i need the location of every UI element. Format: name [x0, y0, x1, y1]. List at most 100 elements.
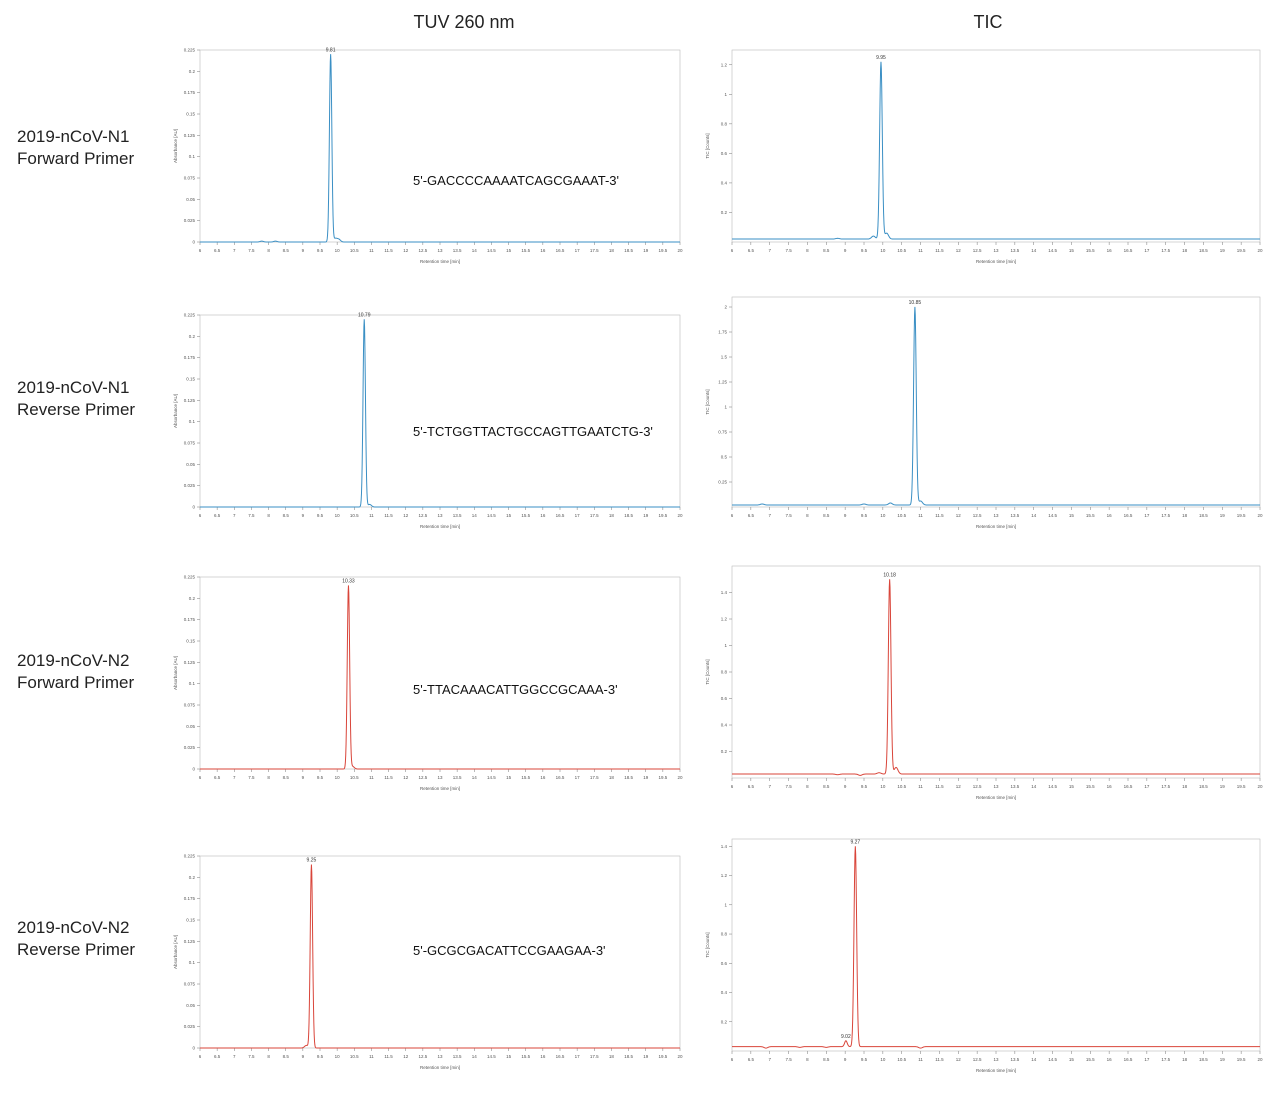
y-tick-label: 1.75 [718, 330, 727, 335]
x-tick-label: 13.5 [453, 775, 462, 780]
x-tick-label: 10.5 [350, 775, 359, 780]
y-tick-label: 0.2 [721, 749, 728, 754]
peak-label: 9.25 [307, 858, 317, 864]
x-tick-label: 7 [233, 1054, 236, 1059]
x-tick-label: 6.5 [748, 1057, 755, 1062]
x-tick-label: 15.5 [521, 775, 530, 780]
y-tick-label: 1.25 [718, 380, 727, 385]
y-tick-label: 0.125 [184, 398, 196, 403]
y-axis-label: Absorbance [AU] [173, 394, 178, 428]
x-tick-label: 19 [1220, 784, 1226, 789]
x-tick-label: 13 [993, 248, 999, 253]
y-tick-label: 1.2 [721, 62, 728, 67]
x-tick-label: 8 [806, 1057, 809, 1062]
y-tick-label: 0.4 [721, 180, 728, 185]
x-tick-label: 18 [609, 248, 615, 253]
x-tick-label: 19 [643, 775, 649, 780]
x-tick-label: 15 [1069, 1057, 1075, 1062]
x-tick-label: 13 [437, 775, 443, 780]
x-tick-label: 7 [768, 784, 771, 789]
y-tick-label: 0.175 [184, 896, 196, 901]
x-tick-label: 12 [956, 784, 962, 789]
x-tick-label: 19 [643, 248, 649, 253]
x-tick-label: 12.5 [973, 513, 982, 518]
x-tick-label: 12 [956, 248, 962, 253]
chromatogram-trace [732, 579, 1260, 776]
peak-label: 10.85 [909, 300, 922, 306]
x-axis-label: Retention time [min] [976, 795, 1016, 800]
x-tick-label: 7.5 [248, 248, 255, 253]
x-tick-label: 18.5 [624, 775, 633, 780]
x-tick-label: 6.5 [748, 513, 755, 518]
x-tick-label: 7.5 [248, 513, 255, 518]
x-tick-label: 6.5 [214, 775, 221, 780]
x-tick-label: 20 [1257, 248, 1263, 253]
x-tick-label: 7 [233, 775, 236, 780]
y-tick-label: 0.175 [184, 617, 196, 622]
x-tick-label: 11.5 [935, 248, 944, 253]
x-tick-label: 7.5 [248, 775, 255, 780]
peak-label: 9.81 [326, 47, 336, 53]
x-tick-label: 17 [575, 248, 581, 253]
x-tick-label: 15 [1069, 513, 1075, 518]
x-tick-label: 11.5 [935, 1057, 944, 1062]
x-tick-label: 14.5 [1048, 513, 1057, 518]
x-tick-label: 12.5 [973, 1057, 982, 1062]
x-tick-label: 12.5 [973, 784, 982, 789]
x-tick-label: 11 [918, 513, 923, 518]
x-tick-label: 8.5 [283, 775, 290, 780]
x-tick-label: 8 [806, 513, 809, 518]
x-tick-label: 6 [199, 513, 202, 518]
x-tick-label: 11.5 [384, 248, 393, 253]
x-tick-label: 9.5 [861, 248, 868, 253]
x-tick-label: 16.5 [556, 1054, 565, 1059]
x-tick-label: 9 [302, 248, 305, 253]
y-tick-label: 0 [192, 505, 195, 510]
x-tick-label: 18.5 [1199, 513, 1208, 518]
x-tick-label: 17.5 [590, 1054, 599, 1059]
x-tick-label: 15.5 [1086, 784, 1095, 789]
peak-label: 10.18 [883, 572, 896, 578]
x-axis-label: Retention time [min] [420, 786, 460, 791]
y-tick-label: 0.075 [184, 982, 196, 987]
y-tick-label: 0.6 [721, 151, 728, 156]
y-tick-label: 0.025 [184, 745, 196, 750]
x-tick-label: 20 [1257, 513, 1263, 518]
row-label-n2-reverse: 2019-nCoV-N2 Reverse Primer [17, 917, 135, 961]
chromatogram-trace [200, 864, 680, 1049]
y-tick-label: 0.2 [189, 69, 196, 74]
x-tick-label: 19.5 [1237, 248, 1246, 253]
y-tick-label: 0.2 [189, 596, 196, 601]
plot-frame [731, 565, 1261, 779]
x-tick-label: 15 [506, 248, 512, 253]
x-tick-label: 6 [731, 513, 734, 518]
x-tick-label: 16.5 [1124, 513, 1133, 518]
y-tick-label: 1 [724, 92, 727, 97]
x-tick-label: 13 [993, 784, 999, 789]
y-tick-label: 0.175 [184, 90, 196, 95]
x-tick-label: 17 [575, 1054, 581, 1059]
y-tick-label: 0.125 [184, 939, 196, 944]
x-tick-label: 6.5 [748, 784, 755, 789]
x-axis-label: Retention time [min] [976, 524, 1016, 529]
x-tick-label: 15.5 [1086, 248, 1095, 253]
x-tick-label: 10 [880, 248, 886, 253]
y-tick-label: 0.075 [184, 176, 196, 181]
x-tick-label: 19.5 [1237, 784, 1246, 789]
x-tick-label: 11 [369, 1054, 374, 1059]
y-axis-label: Absorbance [AU] [173, 129, 178, 163]
sequence-n2-forward: 5'-TTACAAACATTGGCCGCAAA-3' [413, 682, 618, 697]
sequence-n1-reverse: 5'-TCTGGTTACTGCCAGTTGAATCTG-3' [413, 424, 653, 439]
row-label-line1: 2019-nCoV-N1 [17, 127, 130, 146]
peak-label: 9.27 [850, 839, 860, 845]
x-tick-label: 12 [956, 513, 962, 518]
y-tick-label: 0.225 [184, 854, 196, 859]
plot-frame [199, 314, 681, 508]
chart-tuv-n2-forward: 6 6.5 7 7.5 8 8.5 9 9.5 10 10.5 11 11.5 12 12.5 13 13.5… [173, 575, 683, 792]
x-tick-label: 14 [1031, 784, 1037, 789]
row-label-line1: 2019-nCoV-N2 [17, 918, 130, 937]
x-tick-label: 14 [472, 248, 478, 253]
x-tick-label: 8.5 [283, 513, 290, 518]
y-tick-label: 0.2 [189, 334, 196, 339]
x-tick-label: 12.5 [418, 248, 427, 253]
